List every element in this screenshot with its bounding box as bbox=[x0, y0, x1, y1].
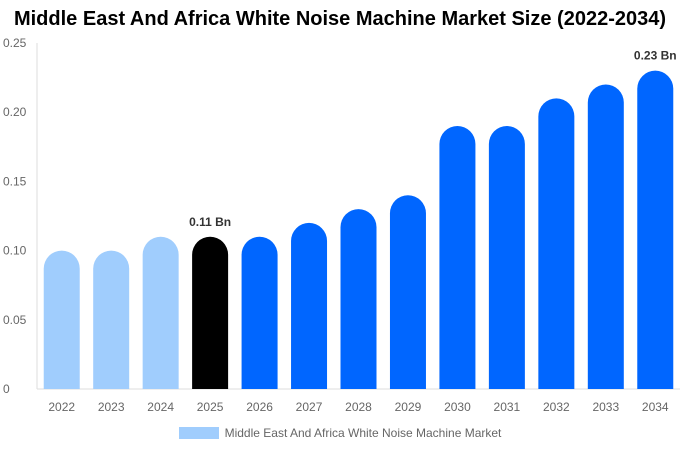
x-tick-label: 2023 bbox=[98, 400, 125, 414]
data-label-2034: 0.23 Bn bbox=[634, 49, 677, 63]
x-tick-label: 2026 bbox=[246, 400, 273, 414]
x-tick-label: 2031 bbox=[494, 400, 521, 414]
legend-label: Middle East And Africa White Noise Machi… bbox=[224, 426, 502, 440]
bar-2023 bbox=[93, 250, 130, 389]
bar-2025 bbox=[192, 236, 229, 389]
legend[interactable]: Middle East And Africa White Noise Machi… bbox=[0, 426, 680, 440]
x-tick-label: 2034 bbox=[642, 400, 669, 414]
bar-2029 bbox=[389, 195, 426, 389]
y-tick-label: 0.25 bbox=[3, 36, 27, 50]
y-tick-label: 0.15 bbox=[3, 174, 27, 188]
x-tick-label: 2025 bbox=[197, 400, 224, 414]
legend-swatch bbox=[178, 427, 219, 439]
bar-2032 bbox=[538, 98, 575, 390]
bar-2028 bbox=[340, 209, 377, 389]
x-tick-label: 2029 bbox=[395, 400, 422, 414]
bar-2022 bbox=[43, 250, 80, 389]
y-tick-label: 0 bbox=[3, 382, 10, 396]
y-tick-label: 0.10 bbox=[3, 244, 27, 258]
bar-2031 bbox=[488, 126, 525, 390]
x-tick-label: 2024 bbox=[147, 400, 174, 414]
x-tick-label: 2033 bbox=[592, 400, 619, 414]
x-tick-label: 2030 bbox=[444, 400, 471, 414]
bar-2033 bbox=[587, 84, 624, 390]
bar-2027 bbox=[291, 222, 328, 389]
bar-2026 bbox=[241, 236, 278, 389]
bar-2024 bbox=[142, 236, 179, 389]
x-tick-label: 2028 bbox=[345, 400, 372, 414]
chart-title: Middle East And Africa White Noise Machi… bbox=[13, 8, 667, 30]
x-tick-label: 2027 bbox=[296, 400, 323, 414]
bar-2034 bbox=[637, 70, 674, 390]
x-tick-label: 2032 bbox=[543, 400, 570, 414]
y-tick-label: 0.05 bbox=[3, 313, 27, 327]
x-tick-label: 2022 bbox=[48, 400, 75, 414]
data-label-2025: 0.11 Bn bbox=[189, 215, 231, 229]
y-tick-label: 0.20 bbox=[3, 105, 27, 119]
bar-2030 bbox=[439, 126, 476, 390]
